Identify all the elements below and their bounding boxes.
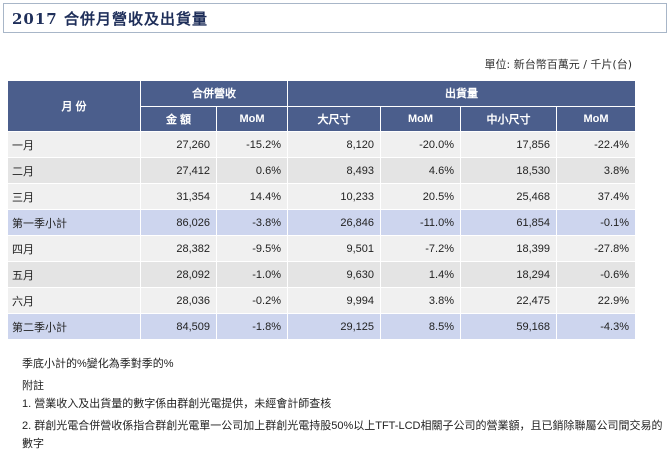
column-header: 大尺寸 <box>287 105 381 132</box>
row-label: 三月 <box>7 183 141 210</box>
table-cell: 84,509 <box>140 313 217 340</box>
table-cell: 28,382 <box>140 235 217 262</box>
column-header: MoM <box>216 105 288 132</box>
subtotal-row: 第二季小計 84,509 -1.8% 29,125 8.5% 59,168 -4.3% <box>7 313 636 340</box>
page-title: 2017 合併月營收及出貨量 <box>12 10 208 28</box>
table-cell: 18,399 <box>460 235 557 262</box>
table-cell: -27.8% <box>556 235 636 262</box>
table-row: 一月 27,260 -15.2% 8,120 -20.0% 17,856 -22.4% <box>7 131 636 158</box>
table-cell: -9.5% <box>216 235 288 262</box>
table-cell: 18,530 <box>460 157 557 184</box>
table-cell: 28,036 <box>140 287 217 314</box>
row-label: 六月 <box>7 287 141 314</box>
table-cell: 31,354 <box>140 183 217 210</box>
table-cell: -4.3% <box>556 313 636 340</box>
table-cell: 59,168 <box>460 313 557 340</box>
table-cell: -1.8% <box>216 313 288 340</box>
note-item: 2. 群創光電合併營收係指合群創光電單一公司加上群創光電持股50%以上TFT-L… <box>22 420 663 450</box>
table-cell: -7.2% <box>380 235 461 262</box>
table-cell: 25,468 <box>460 183 557 210</box>
table-row: 四月 28,382 -9.5% 9,501 -7.2% 18,399 -27.8% <box>7 235 636 262</box>
table-cell: 10,233 <box>287 183 381 210</box>
table-cell: -0.1% <box>556 209 636 236</box>
subtotal-row: 第一季小計 86,026 -3.8% 26,846 -11.0% 61,854 -0.1% <box>7 209 636 236</box>
column-header: 中小尺寸 <box>460 105 557 132</box>
table-cell: 9,994 <box>287 287 381 314</box>
table-cell: 22.9% <box>556 287 636 314</box>
table-cell: 3.8% <box>380 287 461 314</box>
table-row: 二月 27,412 0.6% 8,493 4.6% 18,530 3.8% <box>7 157 636 184</box>
row-label: 五月 <box>7 261 141 288</box>
table-cell: 27,412 <box>140 157 217 184</box>
table-cell: 61,854 <box>460 209 557 236</box>
table-cell: 20.5% <box>380 183 461 210</box>
page-header: 2017 合併月營收及出貨量 <box>3 3 667 33</box>
appendix-title: 附註 <box>22 380 44 392</box>
table-cell: 37.4% <box>556 183 636 210</box>
table-cell: -20.0% <box>380 131 461 158</box>
table-cell: 8,120 <box>287 131 381 158</box>
table-row: 六月 28,036 -0.2% 9,994 3.8% 22,475 22.9% <box>7 287 636 314</box>
table-cell: -1.0% <box>216 261 288 288</box>
table-cell: -0.6% <box>556 261 636 288</box>
table-cell: -15.2% <box>216 131 288 158</box>
table-cell: 17,856 <box>460 131 557 158</box>
table-cell: -11.0% <box>380 209 461 236</box>
table-cell: 18,294 <box>460 261 557 288</box>
revenue-group-header: 合併營收 <box>140 80 288 107</box>
row-label: 第二季小計 <box>7 313 141 340</box>
revenue-shipment-table: 月 份 合併營收 出貨量 金 額 MoM 大尺寸 MoM 中小尺寸 MoM 一月… <box>7 80 636 340</box>
note-item: 1. 營業收入及出貨量的數字係由群創光電提供，未經會計師查核 <box>22 398 332 410</box>
column-header: MoM <box>556 105 636 132</box>
table-cell: -22.4% <box>556 131 636 158</box>
table-cell: 0.6% <box>216 157 288 184</box>
shipment-group-header: 出貨量 <box>287 80 636 107</box>
month-header: 月 份 <box>7 80 141 132</box>
unit-label: 單位: 新台幣百萬元 / 千片(台) <box>484 58 632 71</box>
table-cell: -3.8% <box>216 209 288 236</box>
table-cell: 9,630 <box>287 261 381 288</box>
table-cell: 9,501 <box>287 235 381 262</box>
table-cell: 14.4% <box>216 183 288 210</box>
table-cell: 4.6% <box>380 157 461 184</box>
table-cell: 28,092 <box>140 261 217 288</box>
table-cell: -0.2% <box>216 287 288 314</box>
quarter-note: 季底小計的%變化為季對季的% <box>22 358 174 370</box>
table-cell: 26,846 <box>287 209 381 236</box>
row-label: 一月 <box>7 131 141 158</box>
row-label: 第一季小計 <box>7 209 141 236</box>
row-label: 二月 <box>7 157 141 184</box>
table-cell: 3.8% <box>556 157 636 184</box>
notes-section: 季底小計的%變化為季對季的% 附註 1. 營業收入及出貨量的數字係由群創光電提供… <box>22 355 667 453</box>
table-row: 三月 31,354 14.4% 10,233 20.5% 25,468 37.4% <box>7 183 636 210</box>
column-header: MoM <box>380 105 461 132</box>
table-cell: 86,026 <box>140 209 217 236</box>
table-cell: 8.5% <box>380 313 461 340</box>
table-row: 五月 28,092 -1.0% 9,630 1.4% 18,294 -0.6% <box>7 261 636 288</box>
row-label: 四月 <box>7 235 141 262</box>
table-cell: 27,260 <box>140 131 217 158</box>
table-cell: 29,125 <box>287 313 381 340</box>
table-cell: 22,475 <box>460 287 557 314</box>
table-cell: 1.4% <box>380 261 461 288</box>
table-cell: 8,493 <box>287 157 381 184</box>
column-header: 金 額 <box>140 105 217 132</box>
